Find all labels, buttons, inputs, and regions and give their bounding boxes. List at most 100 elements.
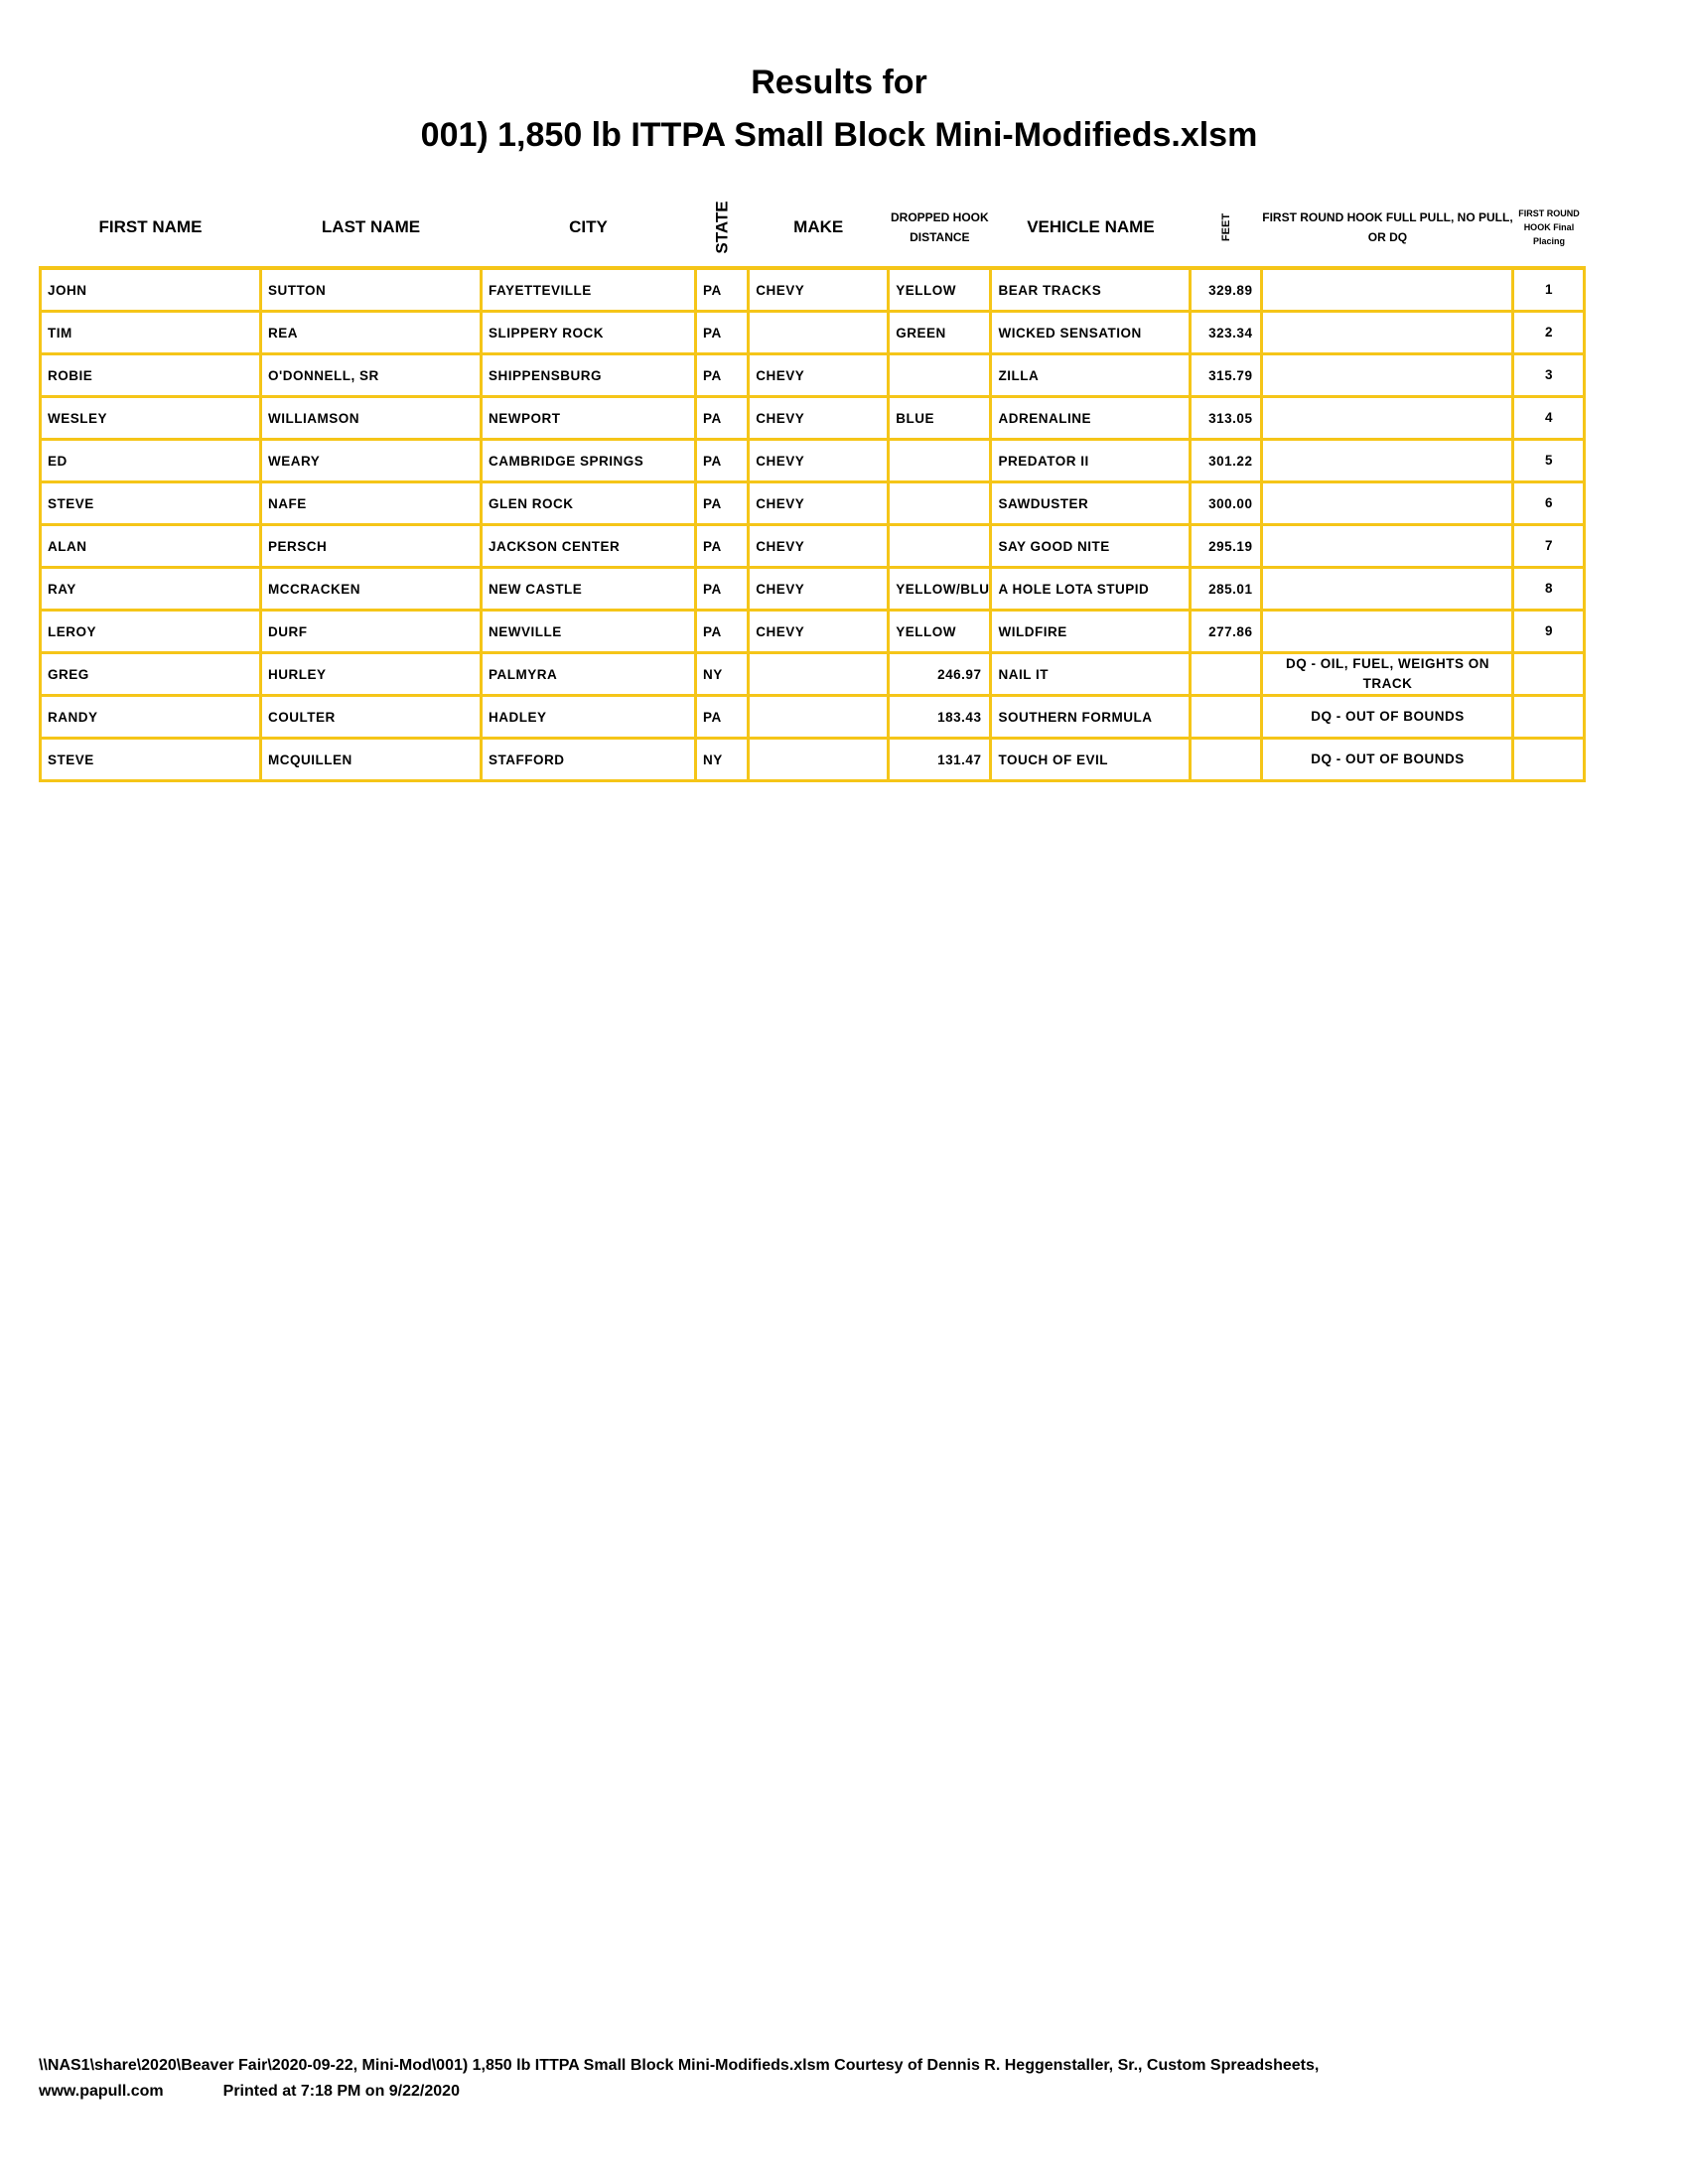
cell-vehicle-name: WILDFIRE [989,609,1193,654]
footer-printed: Printed at 7:18 PM on 9/22/2020 [222,2083,460,2100]
cell-last-name: REA [259,310,483,355]
table-row: STEVE NAFE GLEN ROCK PA CHEVY SAWDUSTER 300.00… [39,480,1587,526]
cell-first-name: ROBIE [39,352,262,398]
cell-feet: 300.00 [1189,480,1264,526]
cell-feet: 313.05 [1189,395,1264,441]
cell-state: PA [693,352,751,398]
cell-final-placing: 6 [1511,480,1587,526]
header-make: MAKE [793,217,844,236]
cell-city: NEWVILLE [480,609,697,654]
footer-site: www.papull.com [39,2083,164,2100]
cell-first-round-hook: DQ - OUT OF BOUNDS [1260,694,1515,740]
cell-dropped-hook: 131.47 [887,737,993,782]
cell-state: NY [693,737,751,782]
cell-make: CHEVY [747,480,891,526]
cell-last-name: MCQUILLEN [259,737,483,782]
cell-city: CAMBRIDGE SPRINGS [480,438,697,483]
cell-vehicle-name: TOUCH OF EVIL [989,737,1193,782]
header-city: CITY [569,217,608,236]
header-dropped-hook: DROPPED HOOK DISTANCE [890,210,989,244]
cell-city: STAFFORD [480,737,697,782]
cell-feet: 277.86 [1189,609,1264,654]
cell-state: PA [693,609,751,654]
table-row: ED WEARY CAMBRIDGE SPRINGS PA CHEVY PREDATOR … [39,438,1587,483]
table-row: TIM REA SLIPPERY ROCK PA GREEN WICKED SENSATI… [39,310,1587,355]
cell-first-round-hook [1260,438,1515,483]
results-table: FIRST NAME LAST NAME CITY STATE MAKE DRO… [39,189,1587,782]
cell-make: CHEVY [747,438,891,483]
cell-first-round-hook [1260,352,1515,398]
cell-feet [1189,737,1264,782]
footer: \\NAS1\share\2020\Beaver Fair\2020-09-22… [39,2053,1319,2105]
header-first-name: FIRST NAME [98,217,203,236]
cell-city: NEWPORT [480,395,697,441]
cell-dropped-hook: 183.43 [887,694,993,740]
cell-feet: 295.19 [1189,523,1264,569]
cell-make [747,737,891,782]
header-vehicle-name: VEHICLE NAME [1027,217,1155,236]
cell-vehicle-name: ZILLA [989,352,1193,398]
cell-feet: 315.79 [1189,352,1264,398]
cell-first-name: STEVE [39,480,262,526]
cell-state: NY [693,651,751,697]
cell-make [747,694,891,740]
table-row: JOHN SUTTON FAYETTEVILLE PA CHEVY YELLOW BEAR … [39,266,1587,313]
cell-last-name: PERSCH [259,523,483,569]
cell-final-placing: 2 [1511,310,1587,355]
cell-first-round-hook [1260,395,1515,441]
cell-first-round-hook [1260,566,1515,612]
cell-dropped-hook: YELLOW/BLU [887,566,993,612]
cell-dropped-hook [887,438,993,483]
cell-vehicle-name: SOUTHERN FORMULA [989,694,1193,740]
cell-final-placing [1511,651,1587,697]
cell-first-round-hook [1260,266,1515,313]
cell-make: CHEVY [747,352,891,398]
cell-dropped-hook [887,480,993,526]
cell-dropped-hook [887,523,993,569]
cell-feet: 301.22 [1189,438,1264,483]
cell-first-name: STEVE [39,737,262,782]
cell-first-round-hook: DQ - OIL, FUEL, WEIGHTS ON TRACK [1260,651,1515,697]
cell-first-name: RAY [39,566,262,612]
cell-first-name: ALAN [39,523,262,569]
cell-first-name: JOHN [39,266,262,313]
header-feet: FEET [1219,212,1232,242]
cell-state: PA [693,395,751,441]
cell-first-name: ED [39,438,262,483]
cell-make: CHEVY [747,523,891,569]
table-row: RANDY COULTER HADLEY PA 183.43 SOUTHERN FORMU… [39,694,1587,740]
cell-first-name: WESLEY [39,395,262,441]
cell-vehicle-name: WICKED SENSATION [989,310,1193,355]
cell-vehicle-name: BEAR TRACKS [989,266,1193,313]
cell-final-placing: 7 [1511,523,1587,569]
cell-city: NEW CASTLE [480,566,697,612]
cell-vehicle-name: PREDATOR II [989,438,1193,483]
cell-make: CHEVY [747,395,891,441]
cell-feet [1189,694,1264,740]
cell-city: SHIPPENSBURG [480,352,697,398]
table-row: STEVE MCQUILLEN STAFFORD NY 131.47 TOUCH OF E… [39,737,1587,782]
cell-last-name: O'DONNELL, SR [259,352,483,398]
cell-final-placing: 4 [1511,395,1587,441]
cell-state: PA [693,310,751,355]
cell-final-placing [1511,694,1587,740]
table-row: ALAN PERSCH JACKSON CENTER PA CHEVY SAY GOOD … [39,523,1587,569]
cell-feet [1189,651,1264,697]
cell-first-round-hook [1260,310,1515,355]
cell-last-name: NAFE [259,480,483,526]
cell-final-placing: 3 [1511,352,1587,398]
cell-dropped-hook [887,352,993,398]
cell-dropped-hook: 246.97 [887,651,993,697]
cell-make: CHEVY [747,609,891,654]
cell-state: PA [693,480,751,526]
table-row: WESLEY WILLIAMSON NEWPORT PA CHEVY BLUE ADRENA… [39,395,1587,441]
cell-city: JACKSON CENTER [480,523,697,569]
cell-feet: 323.34 [1189,310,1264,355]
header-final-placing: FIRST ROUND HOOK Final Placing [1518,208,1580,246]
cell-final-placing: 1 [1511,266,1587,313]
cell-state: PA [693,566,751,612]
cell-vehicle-name: NAIL IT [989,651,1193,697]
cell-make: CHEVY [747,266,891,313]
cell-first-name: RANDY [39,694,262,740]
